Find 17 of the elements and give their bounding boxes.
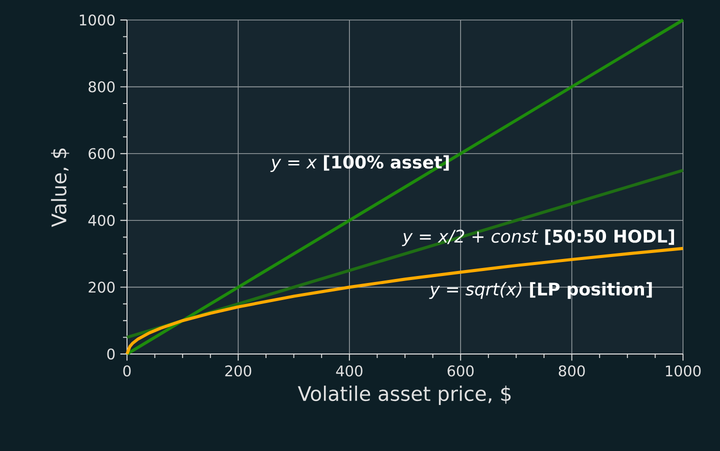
x-tick-label: 400 [336, 365, 362, 376]
y-tick-label: 400 [88, 214, 115, 226]
y-tick-label: 800 [88, 81, 115, 92]
y-tick-label: 1000 [80, 14, 115, 26]
y-axis-title: Value, $ [51, 148, 70, 228]
x-tick-label: 800 [558, 365, 585, 376]
x-tick-label: 200 [225, 365, 252, 376]
x-tick-label: 600 [448, 365, 474, 376]
x-tick-label: 1000 [666, 365, 701, 376]
x-tick-label: 0 [123, 365, 131, 376]
y-tick-label: 200 [88, 282, 115, 293]
y-tick-label: 600 [88, 148, 115, 160]
x-axis-title: Volatile asset price, $ [298, 386, 511, 405]
annotation: y = x/2 + const [50:50 HODL] [402, 229, 674, 246]
annotation: y = x [100% asset] [270, 155, 449, 172]
annotation: y = sqrt(x) [LP position] [429, 282, 652, 299]
y-tick-label: 0 [107, 348, 115, 360]
